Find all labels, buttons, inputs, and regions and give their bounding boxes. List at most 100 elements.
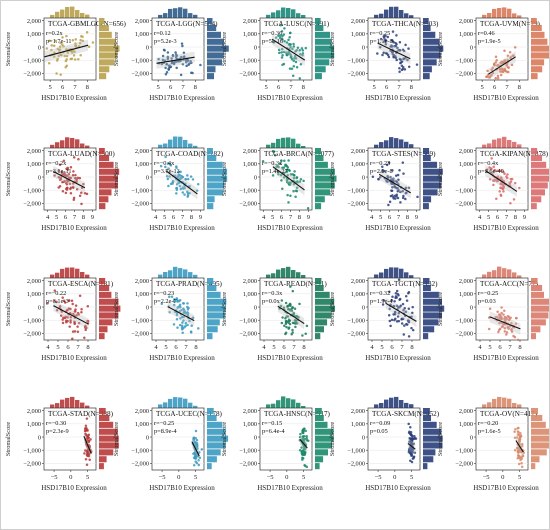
x-hist-bar <box>75 400 80 408</box>
data-point <box>499 186 502 190</box>
x-tick-label: 8 <box>86 84 90 91</box>
data-point <box>287 159 290 162</box>
data-point <box>503 309 506 313</box>
data-point <box>521 454 525 458</box>
data-point <box>292 59 295 63</box>
p-value: p=1.9e-5 <box>478 38 501 45</box>
x-tick-label: 7 <box>400 344 404 351</box>
data-point <box>289 45 292 49</box>
data-point <box>406 319 410 322</box>
x-tick-label: 6 <box>493 84 497 91</box>
data-point <box>499 193 503 196</box>
x-tick-label: 6 <box>388 214 392 221</box>
y-hist-bar <box>99 168 120 175</box>
y-hist-bar <box>207 73 214 80</box>
y-hist-bar <box>315 66 326 73</box>
y-hist-bar <box>423 414 431 421</box>
x-hist-bar <box>85 145 90 148</box>
y-hist-bar <box>423 284 431 291</box>
data-point <box>507 315 510 318</box>
data-point <box>180 174 183 178</box>
y-tick-label: 2,000 <box>243 278 257 285</box>
x-hist-bar <box>301 15 306 18</box>
data-point <box>261 160 265 163</box>
x-hist-bar <box>85 274 90 278</box>
correlation-r: r=−0.20 <box>478 420 498 427</box>
x-tick-label: 5 <box>164 344 168 351</box>
y-tick-label: 0 <box>38 174 41 181</box>
y-hist-bar <box>207 18 213 25</box>
x-hist-bar <box>291 399 296 408</box>
y-hist-bar <box>99 284 110 291</box>
data-point <box>167 67 170 71</box>
data-point <box>197 327 200 330</box>
x-hist-bar <box>188 402 193 408</box>
data-point <box>66 319 69 323</box>
data-point <box>504 316 508 320</box>
data-point <box>512 198 516 201</box>
x-tick-label: 6 <box>66 344 70 351</box>
correlation-r: r=−0.4x <box>154 160 175 167</box>
y-hist-bar <box>531 31 545 38</box>
data-point <box>59 41 62 45</box>
data-point <box>393 194 397 198</box>
x-hist-bar <box>55 403 60 408</box>
data-point <box>298 180 302 183</box>
panel-tcga-esca-n-181-: TCGA-ESCA(N=181) r=−0.22p=3.1e-3 2,000 1,00… <box>5 267 121 362</box>
x-hist-bar <box>266 14 271 18</box>
x-hist-bar <box>158 274 163 278</box>
y-hist-bar <box>423 326 435 333</box>
data-point <box>289 53 292 57</box>
x-tick-label: 5 <box>379 214 383 221</box>
x-hist-bar <box>50 274 55 278</box>
p-value: p=5e-16 <box>262 38 283 45</box>
data-point <box>69 176 73 180</box>
data-point <box>411 448 414 452</box>
data-point <box>500 176 503 180</box>
x-hist-bar <box>517 275 522 278</box>
x-hist-bar <box>379 142 384 148</box>
x-hist-bar <box>168 8 173 18</box>
x-axis-label: HSD17B10 Expression <box>473 94 539 102</box>
x-hist-bar <box>65 397 70 408</box>
y-hist-bar <box>315 24 324 31</box>
y-tick-label: 2,000 <box>351 148 365 155</box>
regression-line <box>378 173 411 194</box>
x-tick-label: 7 <box>508 344 512 351</box>
y-axis-label: StromalScore <box>437 422 444 456</box>
x-hist-bar <box>266 404 271 408</box>
data-point <box>174 51 177 54</box>
data-point <box>171 179 175 183</box>
y-hist-bar <box>99 203 106 210</box>
data-point <box>295 65 299 69</box>
data-point <box>498 317 502 320</box>
y-hist-bar <box>207 148 213 155</box>
x-hist-bar <box>276 138 281 148</box>
data-point <box>490 157 493 160</box>
y-axis-label: StromalScore <box>5 422 12 456</box>
data-point <box>72 54 76 57</box>
y-tick-label: 0 <box>146 174 149 181</box>
x-hist-bar <box>65 267 70 278</box>
correlation-r: r=−0.22 <box>46 290 66 297</box>
x-hist-bar <box>55 11 60 18</box>
panel-tcga-lgg-n-504-: TCGA-LGG(N=504) r=0.12p=5.2e-3 2,000 1,000 0… <box>113 7 229 102</box>
data-point <box>287 50 290 53</box>
data-point <box>404 197 407 201</box>
data-point <box>85 417 89 420</box>
data-point <box>179 73 183 77</box>
x-axis-label: HSD17B10 Expression <box>149 354 215 362</box>
data-point <box>518 438 522 441</box>
data-point <box>397 311 401 315</box>
y-hist-bar <box>315 463 320 470</box>
data-point <box>409 426 412 429</box>
data-point <box>499 182 502 186</box>
x-hist-bar <box>296 13 301 18</box>
y-axis-label: StromalScore <box>437 162 444 196</box>
data-point <box>67 176 71 179</box>
y-hist-bar <box>99 428 118 435</box>
data-point <box>91 41 95 44</box>
y-hist-bar <box>423 319 439 326</box>
data-point <box>520 461 523 465</box>
x-axis-label: HSD17B10 Expression <box>41 224 107 232</box>
